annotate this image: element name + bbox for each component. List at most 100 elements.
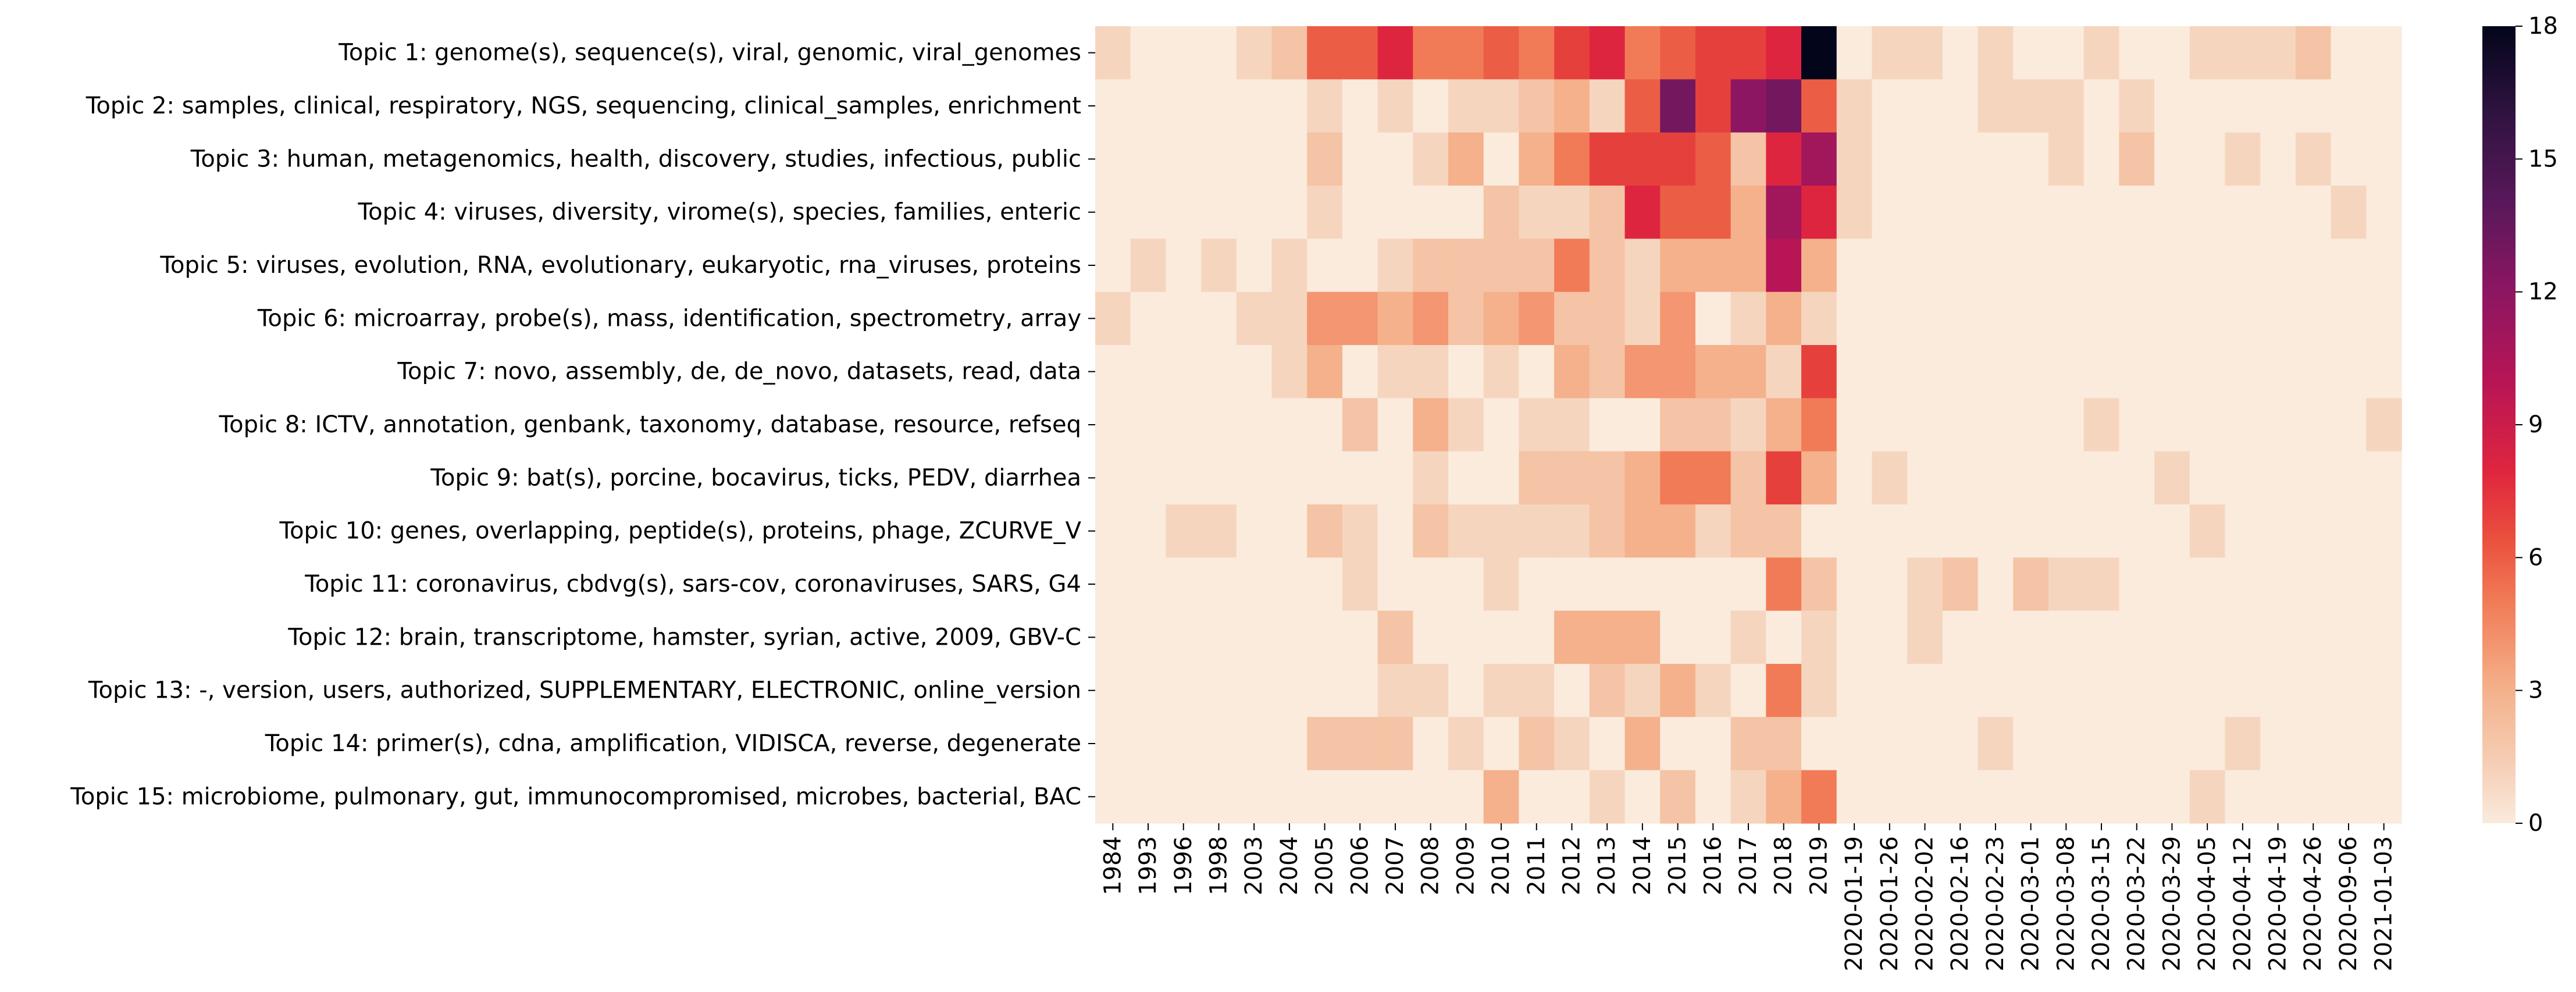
- heatmap-cell: [2331, 291, 2367, 346]
- heatmap-cell: [1695, 291, 1731, 346]
- heatmap-cell: [1201, 239, 1237, 293]
- heatmap-cell: [2013, 557, 2049, 611]
- heatmap-cell: [1271, 345, 1307, 399]
- heatmap-cell: [1730, 398, 1766, 452]
- row-label: Topic 6: microarray, probe(s), mass, ide…: [257, 305, 1081, 332]
- heatmap-cell: [1624, 79, 1661, 133]
- heatmap-cell: [1166, 186, 1202, 239]
- heatmap-cell: [1624, 26, 1661, 80]
- heatmap-cell: [2154, 345, 2190, 399]
- heatmap-cell: [1236, 504, 1273, 558]
- heatmap-cell: [1095, 398, 1131, 452]
- heatmap-cell: [1624, 239, 1661, 293]
- heatmap-cell: [2260, 770, 2296, 824]
- heatmap-cell: [1801, 291, 1837, 346]
- heatmap-cell: [2225, 770, 2261, 824]
- column-label: 2020-03-29: [2158, 836, 2185, 971]
- heatmap-cell: [1660, 504, 1696, 558]
- heatmap-cell: [2366, 79, 2402, 133]
- heatmap-cell: [1801, 610, 1837, 664]
- column-label: 2020-04-12: [2229, 836, 2256, 971]
- heatmap-cell: [1307, 610, 1343, 664]
- heatmap-cell: [1589, 451, 1626, 505]
- heatmap-cell: [1554, 291, 1590, 346]
- heatmap-cell: [2013, 770, 2049, 824]
- heatmap-cell: [2295, 79, 2332, 133]
- heatmap-cell: [1236, 557, 1273, 611]
- heatmap-cell: [1730, 770, 1766, 824]
- heatmap-cell: [1095, 26, 1131, 80]
- column-label: 2020-01-19: [1841, 836, 1868, 971]
- heatmap-cell: [1554, 610, 1590, 664]
- heatmap-cell: [1201, 451, 1237, 505]
- column-label: 2018: [1770, 836, 1797, 895]
- heatmap-cell: [2154, 239, 2190, 293]
- heatmap-cell: [2083, 610, 2119, 664]
- heatmap-cell: [1483, 451, 1520, 505]
- heatmap-cell: [1130, 398, 1166, 452]
- heatmap-cell: [1907, 186, 1943, 239]
- colorbar: 0 3 6 9 12 15 18: [2482, 13, 2558, 837]
- heatmap-cell: [2260, 26, 2296, 80]
- heatmap-cell: [1166, 132, 1202, 186]
- heatmap-cell: [2013, 291, 2049, 346]
- heatmap-cell: [1872, 186, 1908, 239]
- heatmap-cell: [1413, 664, 1449, 717]
- heatmap-cell: [1483, 186, 1520, 239]
- heatmap-cell: [1166, 291, 1202, 346]
- heatmap-cell: [1978, 239, 2014, 293]
- heatmap-cell: [1872, 451, 1908, 505]
- heatmap-cell: [2013, 79, 2049, 133]
- heatmap-cell: [1907, 398, 1943, 452]
- heatmap-cell: [1801, 26, 1837, 80]
- heatmap-cell: [1589, 610, 1626, 664]
- heatmap-cell: [1907, 717, 1943, 771]
- heatmap-cell: [2083, 186, 2119, 239]
- heatmap-cell: [1660, 239, 1696, 293]
- heatmap-cell: [2013, 239, 2049, 293]
- heatmap-cell: [1413, 239, 1449, 293]
- heatmap-cell: [2295, 664, 2332, 717]
- heatmap-cell: [1130, 26, 1166, 80]
- heatmap-cell: [1801, 717, 1837, 771]
- heatmap-cell: [1236, 186, 1273, 239]
- heatmap-cell: [1978, 186, 2014, 239]
- heatmap-cell: [2119, 291, 2155, 346]
- heatmap-cell: [1095, 610, 1131, 664]
- heatmap-cell: [2083, 398, 2119, 452]
- heatmap-cell: [1130, 291, 1166, 346]
- colorbar-gradient: [2482, 26, 2516, 823]
- column-label: 2013: [1594, 836, 1620, 895]
- row-label: Topic 13: -, version, users, authorized,…: [88, 677, 1081, 704]
- heatmap-cell: [1730, 664, 1766, 717]
- row-labels: Topic 1: genome(s), sequence(s), viral, …: [70, 40, 1095, 810]
- heatmap-cell: [1095, 291, 1131, 346]
- heatmap-cell: [1130, 717, 1166, 771]
- heatmap-cell: [2366, 451, 2402, 505]
- heatmap-cell: [2083, 717, 2119, 771]
- heatmap-cell: [1942, 239, 1979, 293]
- heatmap-cell: [1201, 610, 1237, 664]
- heatmap-cell: [1766, 291, 1802, 346]
- heatmap-cell: [1236, 610, 1273, 664]
- heatmap-cell: [2048, 79, 2085, 133]
- heatmap-cell: [1978, 610, 2014, 664]
- heatmap-cell: [1342, 717, 1378, 771]
- heatmap-cell: [1836, 345, 1873, 399]
- heatmap-cell: [2260, 717, 2296, 771]
- heatmap-cell: [2366, 132, 2402, 186]
- heatmap-cell: [1766, 664, 1802, 717]
- heatmap-cell: [2331, 770, 2367, 824]
- heatmap-cell: [1589, 132, 1626, 186]
- heatmap-cell: [2189, 664, 2226, 717]
- heatmap-cell: [1554, 398, 1590, 452]
- heatmap-cell: [1589, 398, 1626, 452]
- heatmap-cell: [1342, 664, 1378, 717]
- heatmap-cell: [1836, 239, 1873, 293]
- heatmap-cell: [1801, 186, 1837, 239]
- heatmap-cell: [1166, 239, 1202, 293]
- row-label: Topic 4: viruses, diversity, virome(s), …: [357, 199, 1081, 226]
- heatmap-cell: [1236, 345, 1273, 399]
- heatmap-cell: [1095, 451, 1131, 505]
- heatmap-cell: [2154, 717, 2190, 771]
